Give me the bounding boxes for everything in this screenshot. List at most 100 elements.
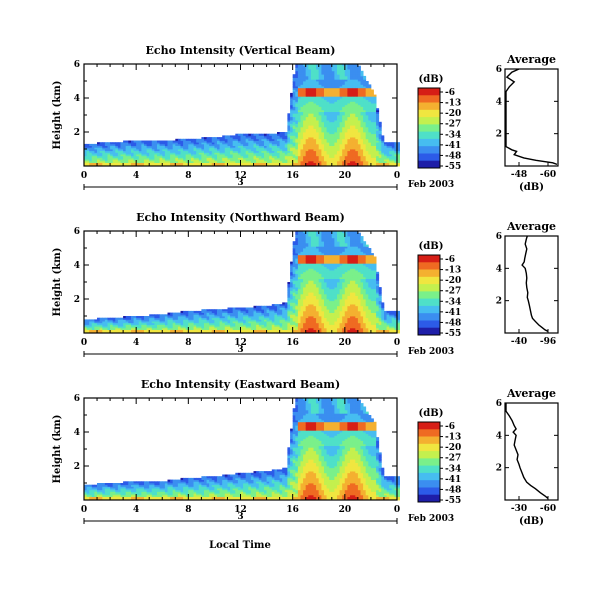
heatmap-cell [235,155,239,158]
heatmap-cell [198,327,202,330]
heatmap-cell [318,126,322,129]
heatmap-cell [204,162,207,165]
heatmap-cell [297,77,301,80]
heatmap-cell [292,109,296,112]
heatmap-cell [290,329,294,332]
heatmap-cell [224,155,228,158]
heatmap-cell [342,75,346,78]
heatmap-cell [104,142,108,145]
heatmap-cell [334,150,338,153]
heatmap-cell [295,142,299,145]
average-x-tick-label: -60 [540,170,556,180]
colorbar-segment [418,135,440,140]
heatmap-cell [196,155,200,158]
heatmap-cell [138,157,142,160]
heatmap-cell [310,142,314,145]
heatmap-cell [264,312,267,315]
heatmap-cell [391,147,395,150]
heatmap-cell [344,123,348,126]
heatmap-cell [196,164,200,167]
heatmap-cell [94,159,98,162]
heatmap-cell [154,162,158,165]
heatmap-cell [245,309,249,312]
heatmap-cell [355,109,359,112]
heatmap-cell [308,69,312,72]
heatmap-cell [230,322,234,325]
heatmap-cell [331,164,335,167]
heatmap-cell [329,120,333,123]
heatmap-cell [206,159,210,162]
heatmap-cell [290,128,294,131]
heatmap-cell [250,321,254,324]
heatmap-cell [329,89,333,92]
heatmap-cell [360,99,364,102]
heatmap-cell [347,101,351,104]
heatmap-cell [284,133,288,136]
heatmap-cell [308,101,312,104]
heatmap-cell [347,140,351,143]
heatmap-cell [389,155,393,158]
heatmap-cell [292,270,296,273]
heatmap-cell [245,322,249,325]
heatmap-cell [128,319,132,322]
heatmap-cell [274,310,278,313]
colorbar-segment [418,128,440,133]
heatmap-cell [157,317,160,320]
heatmap-cell [324,101,327,104]
heatmap-cell [264,307,267,310]
heatmap-cell [128,155,132,158]
heatmap-cell [350,91,353,94]
heatmap-cell [204,150,207,153]
heatmap-cell [326,111,330,114]
heatmap-cell [245,162,249,165]
heatmap-cell [102,162,106,165]
heatmap-cell [303,123,307,126]
heatmap-cell [261,142,265,145]
heatmap-cell [125,317,129,320]
heatmap-cell [107,319,111,322]
heatmap-cell [271,317,275,320]
heatmap-cell [355,74,359,77]
heatmap-cell [193,159,197,162]
heatmap-cell [193,312,197,315]
heatmap-cell [342,77,346,80]
heatmap-cell [342,64,346,67]
heatmap-cell [355,86,359,89]
heatmap-cell [190,312,194,315]
heatmap-cell [360,108,364,111]
heatmap-cell [376,133,380,136]
heatmap-cell [347,75,351,78]
heatmap-cell [292,82,296,85]
heatmap-cell [279,314,283,317]
heatmap-cell [222,145,226,148]
heatmap-cell [360,132,364,135]
heatmap-cell [357,98,361,101]
heatmap-cell [344,130,348,133]
heatmap-cell [350,101,353,104]
heatmap-cell [368,159,372,162]
heatmap-cell [334,155,338,158]
heatmap-cell [310,111,314,114]
heatmap-cell [344,149,348,152]
heatmap-cell [297,120,301,123]
heatmap-cell [297,64,301,67]
heatmap-cell [224,157,228,160]
heatmap-cell [329,130,333,133]
heatmap-cell [97,145,100,148]
heatmap-cell [97,317,100,320]
heatmap-cell [271,138,275,141]
heatmap-cell [209,160,213,163]
heatmap-cell [198,314,202,317]
heatmap-cell [172,331,176,334]
heatmap-cell [350,82,353,85]
heatmap-cell [240,155,244,158]
heatmap-cell [365,91,369,94]
colorbar-segment [418,109,440,114]
heatmap-cell [243,159,247,162]
heatmap-cell [391,155,395,158]
heatmap-cell [297,297,301,300]
heatmap-cell [303,87,307,90]
heatmap-cell [305,67,309,70]
heatmap-cell [355,155,359,158]
heatmap-cell [185,310,189,313]
